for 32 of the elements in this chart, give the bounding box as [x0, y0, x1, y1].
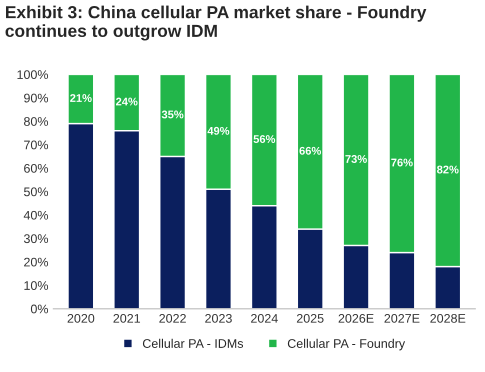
x-tick-label: 2023 — [205, 314, 232, 323]
x-tick-label: 2026E — [338, 314, 374, 323]
data-label: 21% — [70, 94, 92, 102]
legend-label: Cellular PA - IDMs — [142, 338, 244, 348]
y-tick-label: 20% — [24, 258, 48, 267]
x-tick-label: 2022 — [159, 314, 186, 323]
y-tick-label: 10% — [24, 281, 48, 290]
data-label: 35% — [162, 110, 184, 118]
y-tick-label: 0% — [30, 304, 48, 314]
y-tick-label: 90% — [24, 94, 48, 102]
data-label: 49% — [208, 126, 230, 135]
y-tick-label: 60% — [24, 164, 48, 173]
x-tick-label: 2024 — [251, 314, 278, 323]
y-tick-label: 70% — [24, 140, 48, 150]
data-label: 56% — [254, 135, 276, 144]
x-tick-label: 2027E — [384, 314, 420, 323]
data-label: 73% — [345, 155, 367, 163]
x-tick-label: 2025 — [296, 314, 324, 323]
data-label: 66% — [299, 146, 322, 155]
data-label: 76% — [391, 158, 413, 166]
x-tick-label: 2028E — [430, 314, 466, 323]
legend-label: Cellular PA - Foundry — [288, 338, 406, 350]
x-tick-label: 2020 — [68, 314, 94, 323]
y-tick-label: 40% — [24, 210, 48, 220]
y-tick-label: 80% — [24, 117, 48, 126]
y-tick-label: 50% — [24, 187, 48, 196]
data-label: 24% — [116, 98, 138, 106]
x-tick-label: 2021 — [113, 314, 140, 323]
chart-title: Exhibit 3: China cellular PA market share - Foundry continues to outgrow IDM — [6, 6, 426, 41]
data-label: 82% — [437, 166, 459, 174]
y-tick-label: 100% — [17, 70, 48, 80]
y-tick-label: 30% — [24, 234, 48, 244]
